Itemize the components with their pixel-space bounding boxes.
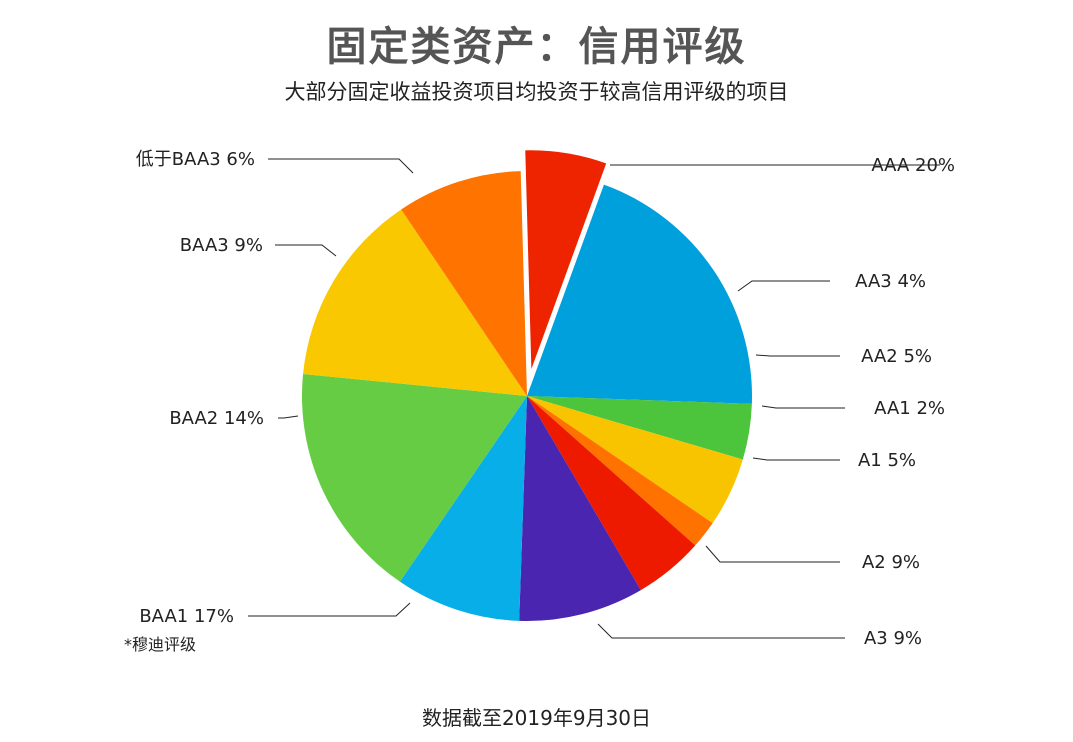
- pie-slice-aa2: [527, 396, 743, 524]
- slice-label-a1: A1 5%: [858, 450, 916, 471]
- data-date-footer: 数据截至2019年9月30日: [421, 706, 652, 730]
- slice-label-baa1: BAA1 17%: [139, 606, 234, 627]
- slice-label-baa2: BAA2 14%: [169, 408, 264, 429]
- pie-slice-baa1: [302, 374, 527, 582]
- chart-subtitle: 大部分固定收益投资项目均投资于较高信用评级的项目: [284, 80, 789, 104]
- leader-line-a2: [705, 545, 840, 563]
- leader-line-baa2: [278, 415, 299, 419]
- pie-slice-aa1: [527, 396, 713, 546]
- slice-label-低于baa3: 低于BAA3 6%: [136, 149, 255, 170]
- pie-slice-baa2: [303, 209, 527, 396]
- leader-line-baa3: [275, 244, 337, 257]
- chart-title: 固定类资产：信用评级: [326, 24, 747, 70]
- slice-label-aa3: AA3 4%: [855, 271, 926, 292]
- leader-line-aa3: [737, 280, 830, 292]
- leader-line-a3: [597, 623, 845, 639]
- pie-slice-aaa: [527, 184, 752, 404]
- pie-slice-a1: [527, 396, 696, 591]
- pie-slice-低于baa3: [523, 148, 609, 375]
- pie-slice-baa3: [401, 171, 527, 396]
- slice-label-aaa: AAA 20%: [871, 155, 955, 176]
- slice-label-a2: A2 9%: [862, 552, 920, 573]
- slice-label-a3: A3 9%: [864, 628, 922, 649]
- pie-slice-aa3: [527, 396, 752, 460]
- slice-label-aa2: AA2 5%: [861, 346, 932, 367]
- slice-label-aa1: AA1 2%: [874, 398, 945, 419]
- slice-label-baa3: BAA3 9%: [180, 235, 263, 256]
- rating-source-note: *穆迪评级: [124, 635, 197, 654]
- leader-line-aa2: [755, 354, 840, 357]
- leader-line-baa1: [248, 602, 411, 617]
- pie-slice-a2: [519, 396, 641, 621]
- leader-line-低于baa3: [268, 158, 414, 174]
- leader-line-aa1: [761, 405, 845, 409]
- leader-line-a1: [752, 457, 840, 461]
- pie-slice-a3: [399, 396, 527, 621]
